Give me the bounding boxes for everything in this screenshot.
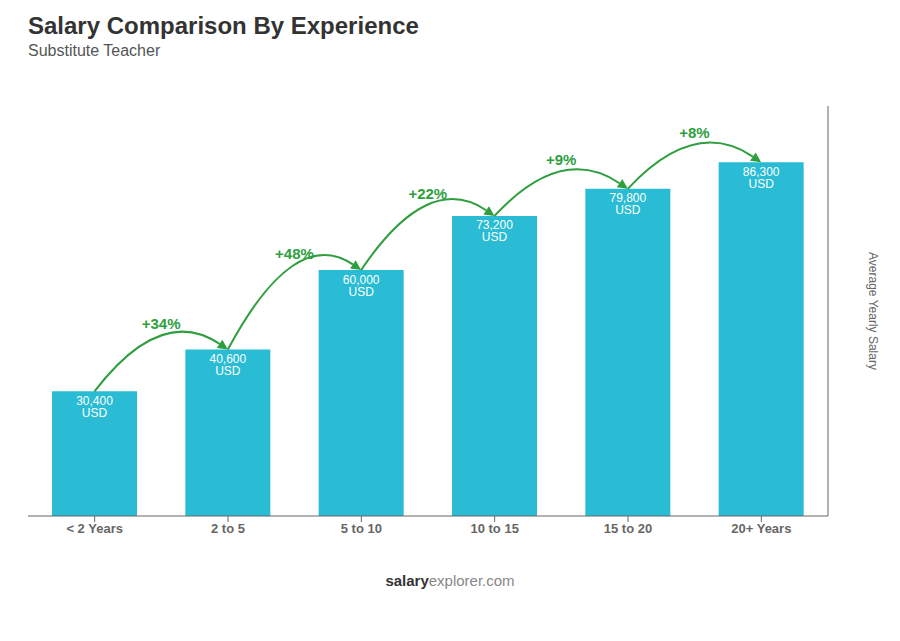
svg-text:86,300USD: 86,300USD bbox=[743, 165, 780, 191]
html-text:Salary Comparison By Experienc: Salary Comparison By Experience bbox=[28, 12, 419, 39]
svg-text:+8%: +8% bbox=[679, 124, 709, 141]
svg-text:+34%: +34% bbox=[142, 315, 181, 332]
svg-text:10 to 15: 10 to 15 bbox=[470, 521, 518, 536]
html-text:Substitute Teacher: Substitute Teacher bbox=[28, 42, 161, 59]
svg-text:15 to 20: 15 to 20 bbox=[604, 521, 652, 536]
svg-text:40,600USD: 40,600USD bbox=[209, 352, 246, 378]
html-text:salary explorer.com: salary explorer.com bbox=[385, 572, 515, 589]
svg-text:2 to 5: 2 to 5 bbox=[211, 521, 245, 536]
svg-text:30,400USD: 30,400USD bbox=[76, 394, 113, 420]
svg-text:5 to 10: 5 to 10 bbox=[341, 521, 382, 536]
svg-text:Average Yearly Salary: Average Yearly Salary bbox=[866, 252, 880, 370]
svg-text:+9%: +9% bbox=[546, 151, 576, 168]
svg-text:60,000USD: 60,000USD bbox=[343, 273, 380, 299]
svg-text:79,800USD: 79,800USD bbox=[609, 191, 646, 217]
svg-text:+22%: +22% bbox=[408, 185, 447, 202]
svg-text:20+ Years: 20+ Years bbox=[731, 521, 791, 536]
svg-text:+48%: +48% bbox=[275, 245, 314, 262]
svg-text:73,200USD: 73,200USD bbox=[476, 218, 513, 244]
svg-text:< 2 Years: < 2 Years bbox=[66, 521, 123, 536]
